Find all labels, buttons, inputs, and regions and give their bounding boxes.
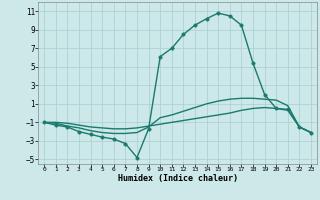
X-axis label: Humidex (Indice chaleur): Humidex (Indice chaleur) <box>118 174 238 183</box>
